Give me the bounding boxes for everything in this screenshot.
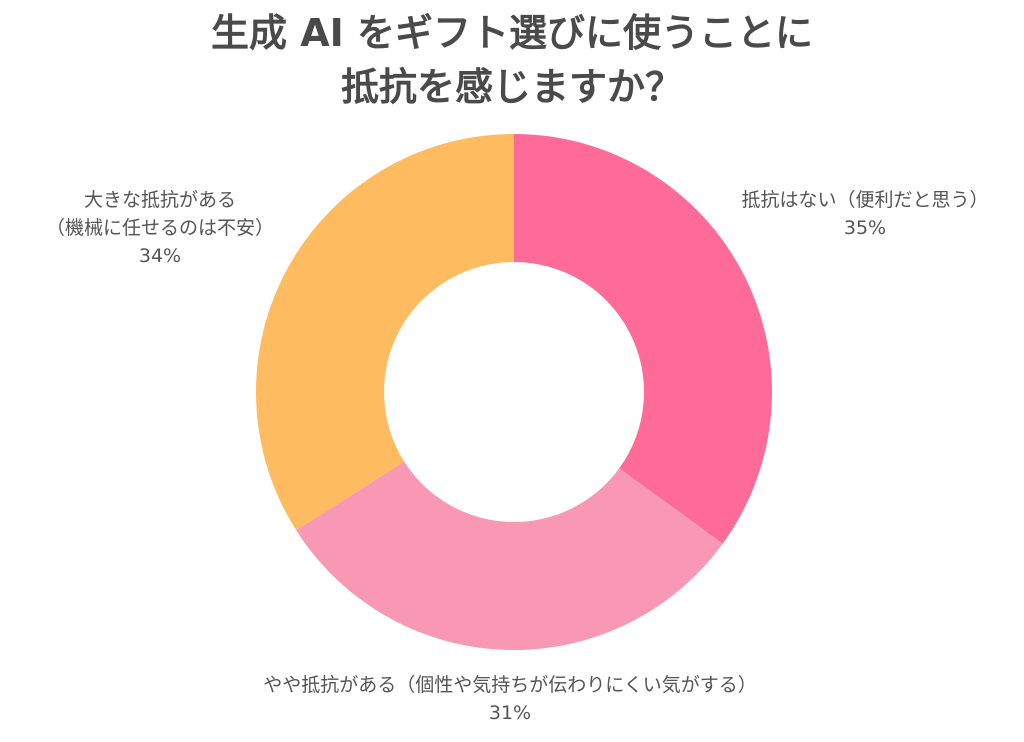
slice-label-no-resistance: 抵抗はない（便利だと思う） 35%: [700, 186, 1024, 242]
slice-percent-label: 35%: [843, 217, 887, 239]
slice-label-some-resistance: やや抵抗がある（個性や気持ちが伝わりにくい気がする） 31%: [200, 671, 820, 727]
donut-slice-1: [296, 461, 723, 650]
slice-percent-label: 34%: [138, 245, 182, 267]
slice-label-text-sub: （機械に任せるのは不安）: [45, 217, 274, 239]
slice-label-text: やや抵抗がある（個性や気持ちが伝わりにくい気がする）: [263, 674, 757, 696]
slice-label-strong-resistance: 大きな抵抗がある （機械に任せるのは不安） 34%: [0, 186, 320, 270]
donut-slice-2: [256, 134, 514, 531]
slice-percent-label: 31%: [488, 702, 532, 724]
chart-title: 生成 AI をギフト選びに使うことに 抵抗を感じますか？: [0, 6, 1024, 114]
slice-label-text: 大きな抵抗がある: [83, 189, 236, 211]
chart-title-line-1: 生成 AI をギフト選びに使うことに: [210, 11, 813, 55]
slice-label-text: 抵抗はない（便利だと思う）: [741, 189, 989, 211]
donut-slice-0: [514, 134, 772, 544]
chart-title-line-2: 抵抗を感じますか？: [340, 65, 683, 109]
